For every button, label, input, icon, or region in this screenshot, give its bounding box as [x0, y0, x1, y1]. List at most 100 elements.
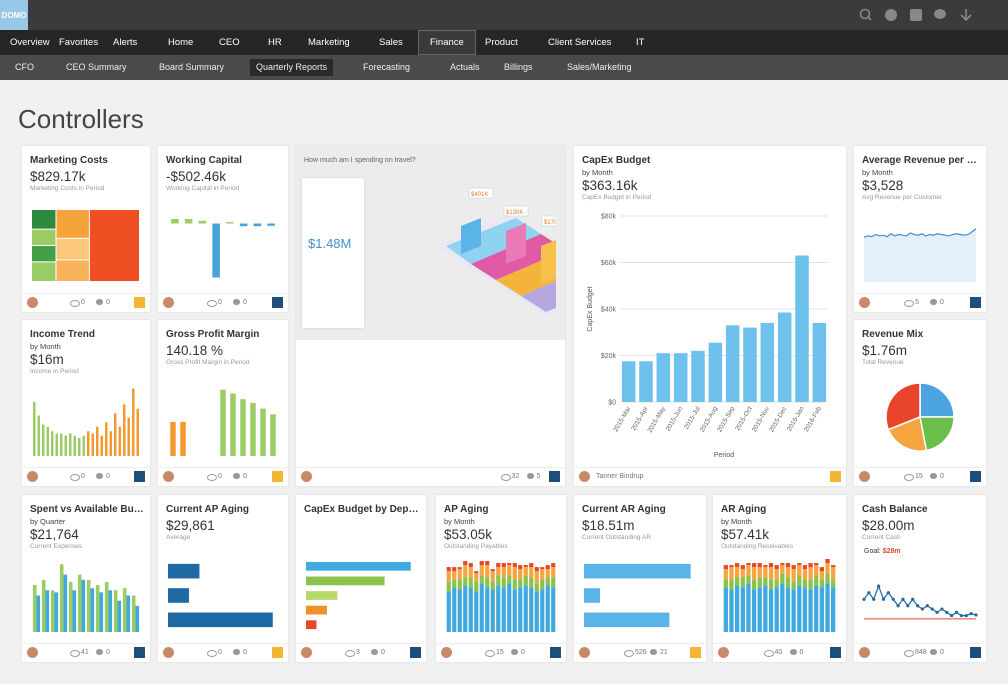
- view-count: 526: [635, 649, 647, 656]
- card-caption: Current Cash: [862, 534, 901, 541]
- card[interactable]: Cash Balance $28.00m Current Cash Goal: $28m…: [854, 495, 986, 662]
- bar: [95, 585, 100, 632]
- bar-segment: [474, 571, 479, 574]
- card-value: $57.41k: [721, 527, 770, 542]
- bar: [760, 322, 775, 402]
- card[interactable]: CapEx Budget by Month $363.16k CapEx Budget…: [574, 146, 846, 486]
- chart: Goal: $28m: [862, 548, 978, 620]
- card[interactable]: AR Aging by Month $57.41k Outstanding Recei…: [713, 495, 846, 662]
- bar-segment: [797, 565, 802, 576]
- bar: [127, 417, 130, 456]
- nav-item[interactable]: IT: [636, 37, 645, 48]
- bar: [87, 431, 90, 456]
- view-count: 40: [774, 649, 783, 656]
- nav-item[interactable]: Sales: [379, 37, 403, 48]
- nav-item[interactable]: Product: [485, 37, 518, 48]
- card[interactable]: CapEx Budget by Depart... 3 0: [296, 495, 426, 662]
- sub-nav-item[interactable]: CEO Summary: [66, 62, 127, 72]
- bar-segment: [814, 575, 819, 586]
- card[interactable]: Revenue Mix $1.76m Total Revenue 15 0: [854, 320, 986, 486]
- sub-nav-item[interactable]: Board Summary: [159, 62, 225, 72]
- avatar: [859, 297, 870, 308]
- nav-item[interactable]: CEO: [219, 37, 240, 48]
- bar-segment: [496, 563, 501, 568]
- sub-nav-item[interactable]: Billings: [504, 62, 533, 72]
- logo[interactable]: DOMO: [0, 0, 28, 30]
- card-subtitle: by Quarter: [30, 517, 66, 526]
- bar: [77, 574, 82, 632]
- bar-segment: [474, 573, 479, 582]
- bar: [270, 414, 276, 456]
- view-count: 5: [915, 299, 919, 306]
- bar: [198, 220, 207, 224]
- card[interactable]: Income Trend by Month $16m Income in Period…: [22, 320, 150, 486]
- nav-item[interactable]: Overview: [10, 37, 50, 48]
- card-caption: Outstanding Payables: [444, 543, 508, 550]
- avatar: [27, 471, 38, 482]
- nav-item[interactable]: Client Services: [548, 37, 612, 48]
- card[interactable]: Current AR Aging $18.51m Current Outstandi…: [574, 495, 706, 662]
- bar-segment: [540, 579, 545, 590]
- card[interactable]: Marketing Costs $829.17k Marketing Costs i…: [22, 146, 150, 312]
- sub-nav: CFO CEO Summary Board Summary Quarterly Rep…: [0, 55, 1008, 80]
- bar-segment: [740, 565, 745, 570]
- bar-segment: [723, 565, 728, 570]
- card[interactable]: AP Aging by Month $53.05k Outstanding Payab…: [436, 495, 566, 662]
- bar-segment: [791, 569, 796, 582]
- card-subtitle: by Month: [582, 168, 613, 177]
- bar-segment: [452, 571, 457, 580]
- bar-segment: [825, 559, 830, 564]
- sub-nav-item[interactable]: CFO: [15, 62, 34, 72]
- eye-icon: [70, 300, 80, 307]
- bar-segment: [757, 587, 762, 632]
- point: [964, 614, 968, 618]
- card-body: $28.00m Current Cash: [862, 517, 980, 541]
- sub-nav-item[interactable]: Quarterly Reports: [250, 59, 334, 76]
- nav-item[interactable]: Marketing: [308, 37, 350, 48]
- card-value: -$502.46k: [166, 169, 227, 184]
- view-count: 41: [81, 649, 89, 656]
- source-icon: [134, 297, 145, 308]
- bar-segment: [463, 585, 468, 632]
- card[interactable]: Spent vs Available Budget by Quarter $21,7…: [22, 495, 150, 662]
- sub-nav-item[interactable]: Actuals: [450, 62, 480, 72]
- bar: [184, 219, 193, 224]
- card-value: $363.16k: [582, 178, 638, 193]
- nav-item[interactable]: Finance: [418, 30, 476, 55]
- bar-segment: [518, 579, 523, 588]
- chart: $401K$130K$170K$510K$80K: [436, 187, 556, 316]
- bar: [584, 588, 600, 603]
- bar: [81, 579, 86, 632]
- card[interactable]: Average Revenue per Cu... by Month $3,528 A…: [854, 146, 986, 312]
- card[interactable]: Gross Profit Margin 140.18 % Gross Profit …: [158, 320, 288, 486]
- bar-segment: [825, 583, 830, 632]
- avatar: [163, 297, 174, 308]
- bar-segment: [723, 579, 728, 588]
- point: [974, 613, 978, 617]
- nav-item[interactable]: Alerts: [113, 37, 138, 48]
- sub-nav-item[interactable]: Sales/Marketing: [567, 62, 632, 72]
- bar-segment: [485, 565, 490, 578]
- bar: [132, 388, 135, 456]
- nav-item[interactable]: Favorites: [59, 37, 99, 48]
- bar: [55, 433, 58, 456]
- card-body: by Month $16m Income in Period: [30, 342, 144, 375]
- comment-icon: [650, 649, 657, 655]
- bar-segment: [797, 563, 802, 566]
- owner: Tanner Bindrup: [596, 473, 644, 480]
- nav-item[interactable]: Home: [168, 37, 194, 48]
- bar-segment: [468, 577, 473, 588]
- card[interactable]: Working Capital -$502.46k Working Capital …: [158, 146, 288, 312]
- nav-item[interactable]: HR: [268, 37, 282, 48]
- card[interactable]: How much am I spending on travel? $1.48M $…: [296, 146, 565, 486]
- bar: [708, 342, 723, 402]
- bar: [239, 223, 248, 227]
- bar-segment: [751, 567, 757, 580]
- card[interactable]: Current AP Aging $29,861 Average 0 0: [158, 495, 288, 662]
- sub-nav-item[interactable]: Forecasting: [363, 62, 411, 72]
- bar-segment: [831, 579, 836, 588]
- bar: [109, 431, 112, 456]
- card-body: by Month $3,528 Avg Revenue per Customer: [862, 168, 980, 201]
